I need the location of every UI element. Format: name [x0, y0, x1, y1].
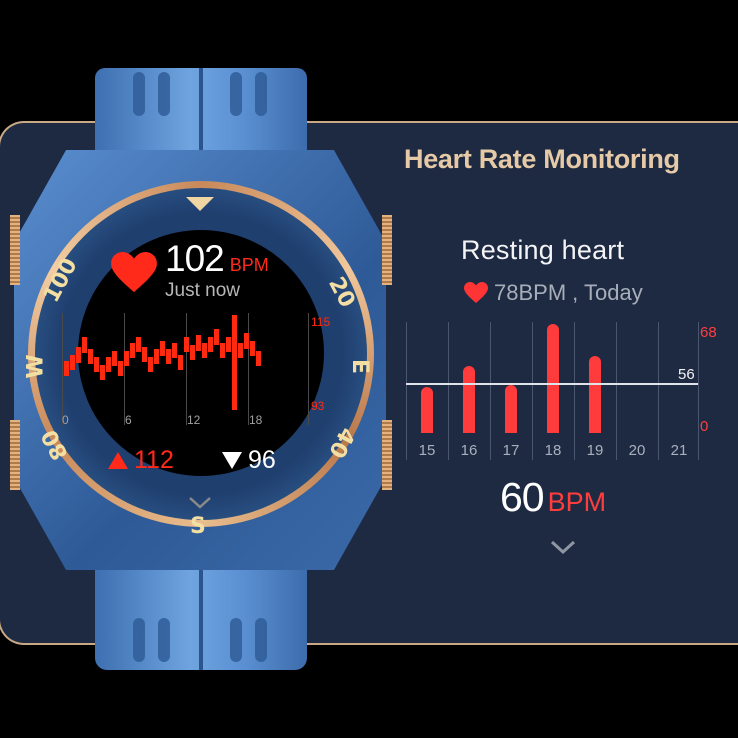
bezel-label-w: W: [23, 354, 49, 379]
panel-title: Heart Rate Monitoring: [404, 144, 680, 174]
current-bpm: 60 BPM: [500, 474, 606, 521]
watch-heart-chart: 0 6 12 18 115 93: [60, 313, 330, 433]
bezel-label-s: S: [190, 514, 206, 539]
x-tick-label: 0: [62, 413, 69, 427]
watch-min-bpm: 96: [222, 446, 276, 475]
y-min-label: 93: [311, 399, 325, 413]
triangle-down-icon: [222, 452, 242, 469]
chart-bar: [421, 387, 433, 433]
watch-bpm-unit: BPM: [229, 255, 269, 275]
chart-bar: [505, 385, 517, 433]
resting-heart-suffix: , Today: [572, 280, 643, 305]
chart-bar: [463, 366, 475, 433]
chart-bar: [547, 324, 559, 433]
current-bpm-value: 60: [500, 474, 545, 520]
triangle-up-icon: [108, 452, 128, 469]
x-tick-label: 17: [502, 442, 520, 459]
y-min-label: 0: [700, 418, 709, 435]
x-tick-label: 20: [628, 442, 646, 459]
average-label: 56: [678, 366, 695, 383]
watch-button-top-left[interactable]: [10, 215, 20, 285]
x-tick-label: 15: [418, 442, 436, 459]
watch-button-top-right[interactable]: [382, 215, 392, 285]
x-tick-label: 18: [249, 413, 263, 427]
x-tick-label: 12: [187, 413, 201, 427]
watch-bpm-value: 102: [165, 238, 225, 279]
watch-min-value: 96: [248, 446, 276, 474]
watch-button-bottom-left[interactable]: [10, 420, 20, 490]
watch-max-value: 112: [134, 446, 174, 474]
chevron-down-icon[interactable]: [550, 540, 576, 554]
average-line: [406, 383, 698, 385]
watch-max-bpm: 112: [108, 446, 174, 475]
x-tick-label: 19: [586, 442, 604, 459]
x-tick-label: 21: [670, 442, 688, 459]
heart-icon: [464, 282, 488, 303]
y-max-label: 115: [311, 315, 331, 329]
watch-button-bottom-right[interactable]: [382, 420, 392, 490]
resting-heart-title: Resting heart: [461, 235, 625, 265]
x-tick-label: 6: [125, 413, 132, 427]
heart-icon: [111, 252, 157, 293]
y-max-label: 68: [700, 324, 717, 341]
watch-bpm-time: Just now: [165, 280, 240, 301]
x-tick-label: 18: [544, 442, 562, 459]
bezel-label-e: E: [347, 358, 373, 375]
bezel-marker-icon: [186, 197, 214, 211]
resting-heart-chart: 56 68 0 15 16 17 18 19 20 21: [406, 322, 736, 467]
chevron-down-icon[interactable]: [188, 496, 212, 509]
resting-heart-summary: 78BPM , Today: [464, 280, 643, 306]
current-bpm-unit: BPM: [547, 487, 607, 517]
resting-heart-value: 78BPM: [494, 280, 567, 305]
x-tick-label: 16: [460, 442, 478, 459]
chart-bar: [589, 356, 601, 433]
watch-bpm: 102 BPM: [165, 238, 269, 280]
